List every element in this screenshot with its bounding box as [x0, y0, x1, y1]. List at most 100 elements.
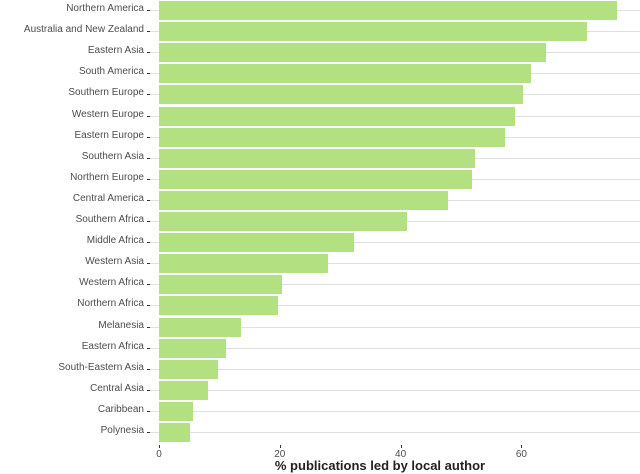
category-label: Western Africa — [79, 277, 144, 289]
bar-row: Caribbean — [0, 401, 640, 422]
bar — [159, 296, 278, 316]
bar — [159, 401, 193, 421]
bar-row: South-Eastern Asia — [0, 359, 640, 380]
category-label: Northern America — [66, 3, 144, 14]
category-label: Australia and New Zealand — [23, 24, 144, 36]
y-axis-tick — [147, 326, 150, 328]
bar — [159, 85, 524, 105]
bar-row: Eastern Asia — [0, 42, 640, 63]
category-label: Southern Asia — [81, 150, 144, 162]
bar — [159, 22, 588, 42]
bar — [159, 43, 547, 63]
y-axis-tick — [147, 178, 150, 180]
x-axis-tick — [279, 445, 281, 448]
bar-row: Central Asia — [0, 380, 640, 401]
y-axis-tick — [147, 157, 150, 159]
y-axis-tick — [147, 73, 150, 75]
bar-row: Northern America — [0, 0, 640, 21]
bar-row: South America — [0, 63, 640, 84]
category-label: Eastern Africa — [81, 340, 144, 352]
y-axis-tick — [147, 136, 150, 138]
gridline — [150, 242, 640, 244]
bar-row: Southern Europe — [0, 84, 640, 105]
category-label: Central Asia — [90, 382, 144, 394]
bar-row: Northern Europe — [0, 169, 640, 190]
gridline — [150, 368, 640, 370]
y-axis-tick — [147, 284, 150, 286]
bar-row: Polynesia — [0, 422, 640, 443]
y-axis-tick — [147, 94, 150, 96]
bar-row: Australia and New Zealand — [0, 21, 640, 42]
gridline — [150, 284, 640, 286]
bar-row: Western Europe — [0, 106, 640, 127]
y-axis-tick — [147, 410, 150, 412]
bar-row: Melanesia — [0, 317, 640, 338]
category-label: Eastern Europe — [74, 129, 145, 141]
gridline — [150, 410, 640, 412]
category-label: Northern Europe — [70, 171, 144, 183]
y-axis-tick — [147, 263, 150, 265]
bar — [159, 169, 472, 189]
bar-row: Eastern Africa — [0, 338, 640, 359]
bar-row: Central America — [0, 190, 640, 211]
bar-row: Southern Africa — [0, 211, 640, 232]
bar — [159, 423, 190, 442]
y-axis-tick — [147, 31, 150, 33]
bar — [159, 212, 408, 231]
bar — [159, 233, 355, 253]
bar — [159, 190, 448, 210]
gridline — [150, 347, 640, 349]
x-axis-tick — [400, 445, 402, 448]
bar — [159, 1, 617, 20]
x-axis-tick-label: 20 — [274, 449, 286, 460]
gridline — [150, 263, 640, 265]
x-axis-tick — [521, 445, 523, 448]
y-axis-tick — [147, 305, 150, 307]
x-axis-tick — [159, 445, 160, 448]
y-axis-tick — [147, 368, 150, 370]
category-label: Middle Africa — [86, 235, 144, 247]
y-axis-tick — [147, 199, 150, 201]
bar — [159, 317, 242, 337]
category-label: Melanesia — [98, 319, 144, 331]
y-axis-tick — [147, 347, 150, 349]
bar — [159, 338, 227, 358]
bar-row: Western Africa — [0, 274, 640, 295]
bar-row: Middle Africa — [0, 232, 640, 253]
y-axis-tick — [147, 432, 150, 433]
category-label: Eastern Asia — [87, 45, 144, 57]
y-axis-tick — [147, 115, 150, 117]
x-axis-tick-label: 60 — [515, 449, 527, 460]
bar — [159, 64, 532, 84]
category-label: Northern Africa — [77, 298, 144, 310]
category-label: Central America — [72, 192, 144, 204]
y-axis-tick — [147, 52, 150, 54]
category-label: Polynesia — [100, 425, 144, 436]
bar — [159, 148, 475, 168]
bar — [159, 127, 506, 147]
bar — [159, 106, 515, 126]
bar — [159, 359, 219, 379]
bar — [159, 275, 283, 295]
category-label: Caribbean — [97, 403, 144, 415]
gridline — [150, 305, 640, 307]
category-label: South America — [78, 66, 144, 78]
category-label: Southern Africa — [75, 214, 144, 225]
bar — [159, 254, 329, 274]
x-axis-title: % publications led by local author — [274, 458, 486, 473]
bar-row: Western Asia — [0, 253, 640, 274]
y-axis-tick — [147, 221, 150, 222]
y-axis-tick — [147, 10, 150, 11]
y-axis-tick — [147, 242, 150, 244]
bar-row: Southern Asia — [0, 148, 640, 169]
category-label: South-Eastern Asia — [58, 361, 144, 373]
x-axis-tick-label: 0 — [156, 449, 162, 460]
category-label: Western Asia — [85, 256, 144, 268]
gridline — [150, 432, 640, 433]
bar — [159, 380, 208, 400]
bar-row: Eastern Europe — [0, 127, 640, 148]
category-label: Western Europe — [71, 108, 144, 120]
category-label: Southern Europe — [68, 87, 144, 99]
x-axis-tick-label: 40 — [395, 449, 407, 460]
